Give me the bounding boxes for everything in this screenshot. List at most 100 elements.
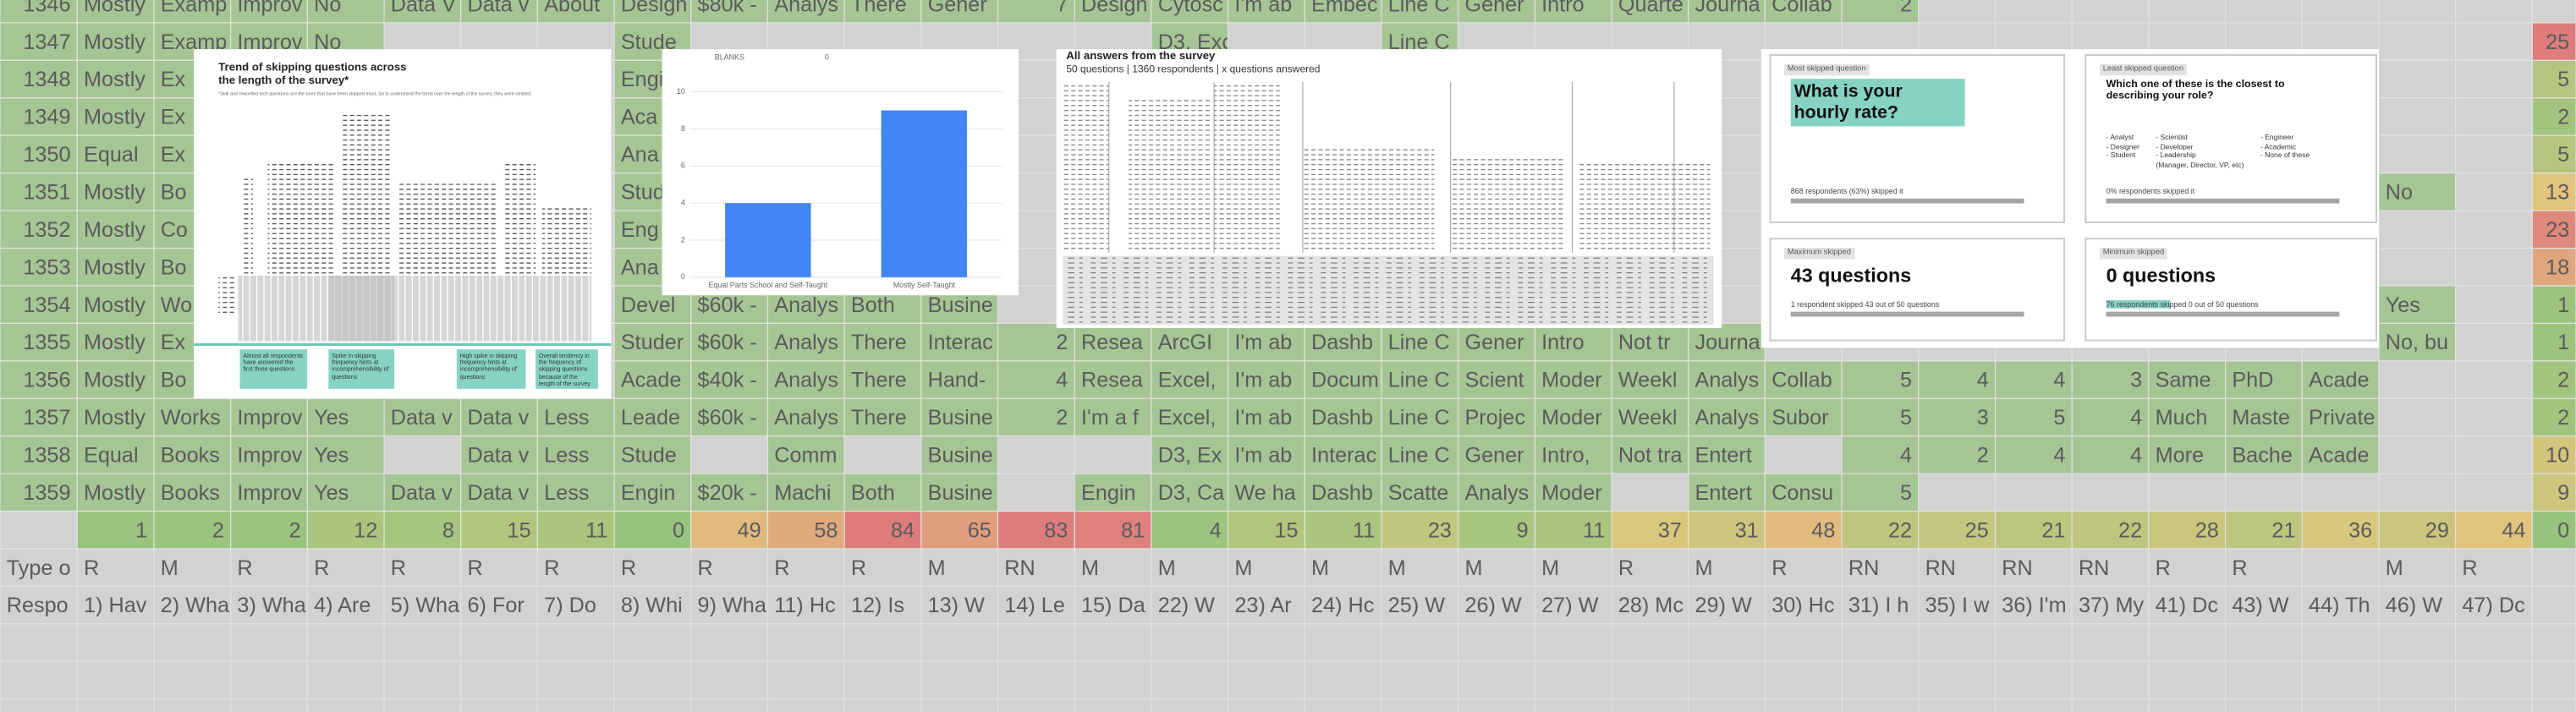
cell-text: We ha [1234,481,1296,505]
cell [2148,360,2227,399]
y-tick-label: 2 [681,235,685,244]
card-value: 0 questions [2106,264,2216,288]
cell-text: 5) Wha [391,594,460,617]
cell [2531,510,2576,550]
total-count: 1 [135,518,147,542]
option: - Scientist [2156,133,2188,141]
card-value: 43 questions [1790,264,1912,288]
cell-text: Data v [467,481,529,505]
cell [76,0,155,24]
cell-text: 5 [1900,406,1912,430]
decor [238,275,592,342]
cell-text: D3, Ca [1158,481,1226,505]
cell [997,360,1075,399]
cell [1611,473,1689,512]
cell [1228,322,1305,362]
row-label: Type o [7,556,71,580]
cell [536,660,615,700]
blanks-card: BLANKS 0 0 2 4 6 8 10 Equal Parts School and S… [662,49,1019,296]
cell-text: Mostly [84,331,146,354]
cell [1304,623,1382,662]
cell-text: 36) I'm [2002,594,2066,617]
cell-text: Analys [1695,406,1760,430]
annotation: Almost all respondents have answered the… [239,349,308,389]
cell [460,623,538,662]
cell-text: Equal [84,143,139,167]
cell-text: 2) Wha [161,594,230,617]
cell [1381,698,1459,712]
cell [843,548,922,587]
cell [1534,623,1612,662]
total-count: 37 [1658,518,1682,542]
cell-text: Embec [1311,0,1378,16]
cell-text: 4 [2053,444,2065,468]
total-count: 0 [2557,518,2569,542]
cell [230,660,308,700]
cell [2455,285,2533,324]
cell [766,473,845,512]
cell [1151,623,1229,662]
cell-text: M [1234,556,1252,580]
options: - Analyst - Designer - Student - Scientist -… [2106,133,2310,169]
cell [2148,510,2227,550]
cell [1994,473,2073,512]
row-id: 1354 [23,293,70,317]
cell-text: Data v [467,444,529,468]
cell [1688,698,1766,712]
cell-text: I'm ab [1234,331,1292,354]
cell [2455,548,2533,587]
cell [0,698,78,712]
cell [1074,660,1152,700]
cell-text: Gener [928,0,987,16]
cell [613,698,692,712]
cell [0,0,78,24]
cell [1074,322,1152,362]
cell-text: No [314,0,341,16]
cell [766,698,845,712]
cell-text: Mostly [84,106,146,129]
cell-text: 4 [2053,369,2065,392]
cell-text: Resea [1081,369,1144,392]
total-count: 65 [968,518,991,542]
cell [76,623,155,662]
cell-text: Docum [1311,369,1379,392]
total-count: 15 [1274,518,1298,542]
cell [1841,623,1920,662]
card-question: Which one of these is the closest to des… [2106,79,2285,103]
card-label: Most skipped question [1783,63,1870,76]
cell-text: 44) Th [2309,594,2370,617]
cell-text: Eng [621,218,659,242]
stat-bar [2106,311,2340,317]
cell [383,698,462,712]
cell [1994,623,2073,662]
cell [1688,322,1766,362]
cell-text: 4 [2130,444,2142,468]
total-count: 2 [289,518,301,542]
card-label: Least skipped question [2099,63,2187,76]
stat-bar [1790,198,2024,204]
cell [2224,660,2303,700]
cell-text: Weekl [1618,406,1678,430]
cell-text: 14) Le [1004,594,1065,617]
cell-text: Excel, [1158,369,1217,392]
cell [1074,360,1152,399]
cell-text: Intro [1541,331,1584,354]
cell [536,585,615,625]
row-id: 1349 [23,106,70,129]
decor [1214,82,1280,249]
cell [1764,435,1843,474]
cell [1151,698,1229,712]
cell-text: I'm ab [1234,369,1292,392]
row-label: Respo [7,594,69,617]
cell-text: 5 [2053,406,2065,430]
cell-text: Analys [1695,369,1760,392]
cell-text: Gener [1464,444,1524,468]
cell [1074,473,1152,512]
cell [306,548,385,587]
cell [76,22,155,61]
cell [613,22,692,61]
cell [1994,585,2073,625]
cell-text: Mostly [84,30,146,54]
